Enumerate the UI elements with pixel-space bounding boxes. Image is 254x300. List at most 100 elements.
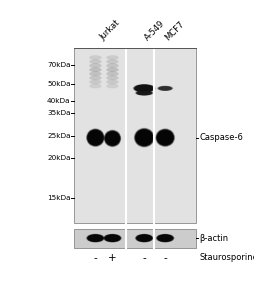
Ellipse shape [106, 68, 118, 72]
Ellipse shape [103, 129, 121, 147]
Ellipse shape [134, 234, 153, 242]
Ellipse shape [86, 129, 104, 146]
Ellipse shape [136, 131, 151, 145]
Ellipse shape [89, 68, 101, 72]
Text: 25kDa: 25kDa [47, 133, 70, 139]
Ellipse shape [135, 234, 153, 242]
Ellipse shape [103, 234, 121, 243]
Text: -: - [163, 253, 166, 263]
Ellipse shape [134, 90, 153, 96]
Text: 40kDa: 40kDa [47, 98, 70, 104]
Ellipse shape [133, 84, 154, 92]
Ellipse shape [106, 76, 118, 80]
Ellipse shape [104, 131, 120, 146]
Ellipse shape [135, 90, 152, 95]
Ellipse shape [134, 128, 153, 147]
Text: 35kDa: 35kDa [47, 110, 70, 116]
Ellipse shape [136, 234, 152, 242]
Ellipse shape [134, 85, 153, 92]
Ellipse shape [86, 129, 104, 146]
Ellipse shape [135, 85, 153, 92]
Ellipse shape [105, 131, 119, 145]
Ellipse shape [103, 234, 121, 242]
Ellipse shape [104, 235, 120, 242]
Ellipse shape [157, 86, 171, 91]
Ellipse shape [88, 235, 102, 242]
Text: -: - [93, 253, 97, 263]
Ellipse shape [106, 80, 118, 84]
Ellipse shape [156, 130, 173, 145]
Ellipse shape [157, 131, 172, 144]
Ellipse shape [156, 130, 173, 146]
Ellipse shape [104, 130, 120, 147]
Ellipse shape [89, 80, 101, 84]
Bar [74, 47, 195, 223]
Ellipse shape [134, 85, 154, 92]
Ellipse shape [158, 86, 171, 90]
Ellipse shape [135, 130, 152, 146]
Ellipse shape [103, 234, 121, 242]
Ellipse shape [136, 235, 151, 241]
Text: Caspase-6: Caspase-6 [198, 133, 242, 142]
Ellipse shape [156, 234, 173, 242]
Ellipse shape [105, 132, 119, 145]
Ellipse shape [136, 91, 151, 95]
Ellipse shape [135, 234, 152, 242]
Ellipse shape [89, 63, 101, 68]
Ellipse shape [135, 129, 153, 146]
Ellipse shape [133, 128, 154, 148]
Ellipse shape [158, 86, 171, 90]
Ellipse shape [155, 234, 173, 242]
Ellipse shape [157, 235, 172, 242]
Ellipse shape [86, 129, 104, 147]
Ellipse shape [105, 132, 119, 145]
Ellipse shape [135, 91, 152, 95]
Ellipse shape [89, 55, 101, 60]
Ellipse shape [87, 234, 103, 242]
Ellipse shape [103, 130, 121, 147]
Ellipse shape [135, 85, 152, 92]
Ellipse shape [105, 132, 119, 145]
Ellipse shape [156, 234, 173, 242]
Ellipse shape [155, 234, 174, 242]
Ellipse shape [89, 59, 101, 64]
Ellipse shape [133, 128, 154, 148]
Ellipse shape [157, 235, 171, 241]
Ellipse shape [135, 85, 152, 92]
Text: -: - [142, 253, 146, 263]
Ellipse shape [155, 129, 173, 146]
Ellipse shape [136, 235, 151, 242]
Ellipse shape [87, 234, 103, 242]
Ellipse shape [89, 84, 101, 88]
Ellipse shape [132, 84, 155, 93]
Bar [74, 229, 195, 248]
Ellipse shape [135, 234, 152, 242]
Ellipse shape [89, 76, 101, 80]
Ellipse shape [87, 130, 103, 145]
Ellipse shape [86, 128, 105, 147]
Ellipse shape [104, 234, 120, 242]
Ellipse shape [157, 86, 172, 91]
Ellipse shape [134, 85, 153, 92]
Ellipse shape [104, 235, 120, 242]
Ellipse shape [106, 84, 118, 88]
Ellipse shape [86, 128, 104, 147]
Ellipse shape [137, 91, 151, 95]
Ellipse shape [136, 235, 152, 242]
Ellipse shape [133, 84, 155, 93]
Ellipse shape [106, 71, 118, 76]
Ellipse shape [105, 235, 119, 241]
Ellipse shape [157, 130, 172, 145]
Text: A-549: A-549 [143, 19, 166, 42]
Ellipse shape [157, 131, 172, 145]
Ellipse shape [158, 86, 171, 90]
Ellipse shape [157, 235, 172, 241]
Ellipse shape [86, 234, 105, 243]
Ellipse shape [134, 128, 154, 147]
Ellipse shape [88, 235, 102, 241]
Ellipse shape [154, 128, 174, 147]
Ellipse shape [86, 234, 104, 242]
Ellipse shape [135, 91, 152, 95]
Text: 15kDa: 15kDa [47, 195, 70, 201]
Ellipse shape [136, 130, 152, 145]
